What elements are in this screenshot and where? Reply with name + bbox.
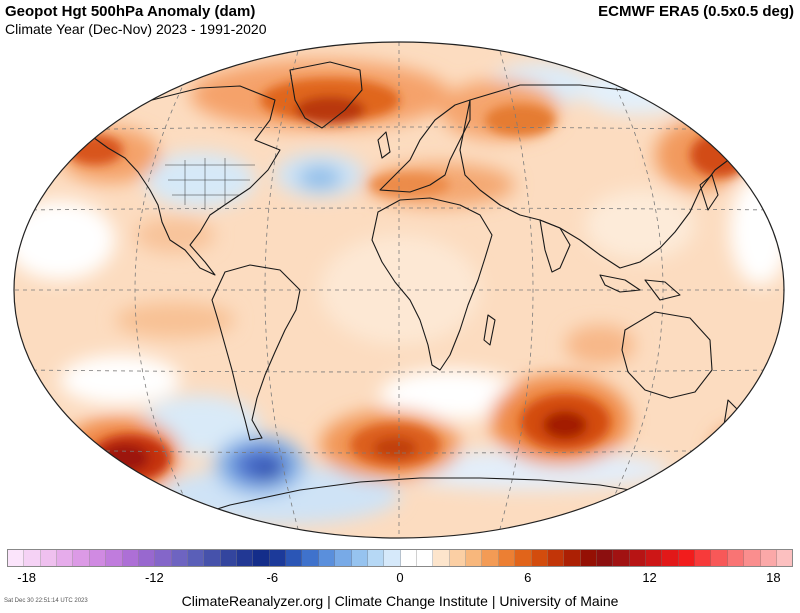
colorbar-segment [335,550,352,566]
globe-outline [13,41,785,539]
credit-line: ClimateReanalyzer.org | Climate Change I… [181,593,619,609]
colorbar-segment [367,550,385,566]
state-borders [165,158,255,210]
colorbar-segment [204,550,221,566]
colorbar-segment [237,550,254,566]
world-anomaly-map [13,41,785,539]
colorbar-segment [711,550,728,566]
colorbar-tick: 18 [766,570,781,585]
colorbar-segment [138,550,156,566]
colorbar-segment [596,550,614,566]
colorbar-segment [662,550,679,566]
colorbar-segment [8,550,25,566]
colorbar-segment [646,550,663,566]
colorbar-segment [466,550,483,566]
colorbar-segment [629,550,647,566]
colorbar-segment [416,550,434,566]
colorbar-segment [776,550,793,566]
colorbar-segment [171,550,188,566]
colorbar-segment [449,550,467,566]
timestamp: Sat Dec 30 22:51:14 UTC 2023 [4,598,88,604]
colorbar-segment [580,550,597,566]
colorbar-ticks: -18 -12 -6 0 6 12 18 [7,570,793,586]
colorbar-segment [73,550,90,566]
colorbar-segment [547,550,565,566]
colorbar-segment [286,550,303,566]
anomaly-field [14,42,784,538]
colorbar-segment [678,550,696,566]
dataset-label: ECMWF ERA5 (0.5x0.5 deg) [598,3,794,20]
colorbar-segment [220,550,238,566]
colorbar-segment [302,550,319,566]
colorbar-tick: 0 [396,570,404,585]
colorbar-segment [122,550,139,566]
colorbar-segment [531,550,548,566]
colorbar-segment [744,550,761,566]
colorbar-legend [7,549,793,567]
colorbar-segment [24,550,41,566]
colorbar-segment [57,550,74,566]
colorbar-segment [515,550,532,566]
colorbar-segment [40,550,58,566]
colorbar-segment [433,550,450,566]
colorbar-segment [760,550,777,566]
colorbar-tick: -6 [266,570,279,585]
colorbar-tick: -18 [17,570,37,585]
colorbar-segment [89,550,107,566]
colorbar-segment [400,550,417,566]
colorbar-segment [269,550,287,566]
colorbar-segment [482,550,499,566]
colorbar-segment [498,550,516,566]
colorbar-tick: 12 [642,570,657,585]
colorbar-segment [384,550,401,566]
colorbar-segment [187,550,205,566]
colorbar-segment [155,550,172,566]
colorbar-segment [613,550,630,566]
colorbar-segment [253,550,270,566]
colorbar-segment [695,550,712,566]
graticule [15,42,784,538]
colorbar-segment [106,550,123,566]
colorbar-segment [318,550,336,566]
colorbar-tick: 6 [524,570,532,585]
colorbar-segment [351,550,368,566]
colorbar-tick: -12 [144,570,164,585]
map-title: Geopot Hgt 500hPa Anomaly (dam) [5,3,256,20]
map-subtitle: Climate Year (Dec-Nov) 2023 - 1991-2020 [5,21,267,37]
colorbar-segment [727,550,745,566]
colorbar-segment [564,550,581,566]
